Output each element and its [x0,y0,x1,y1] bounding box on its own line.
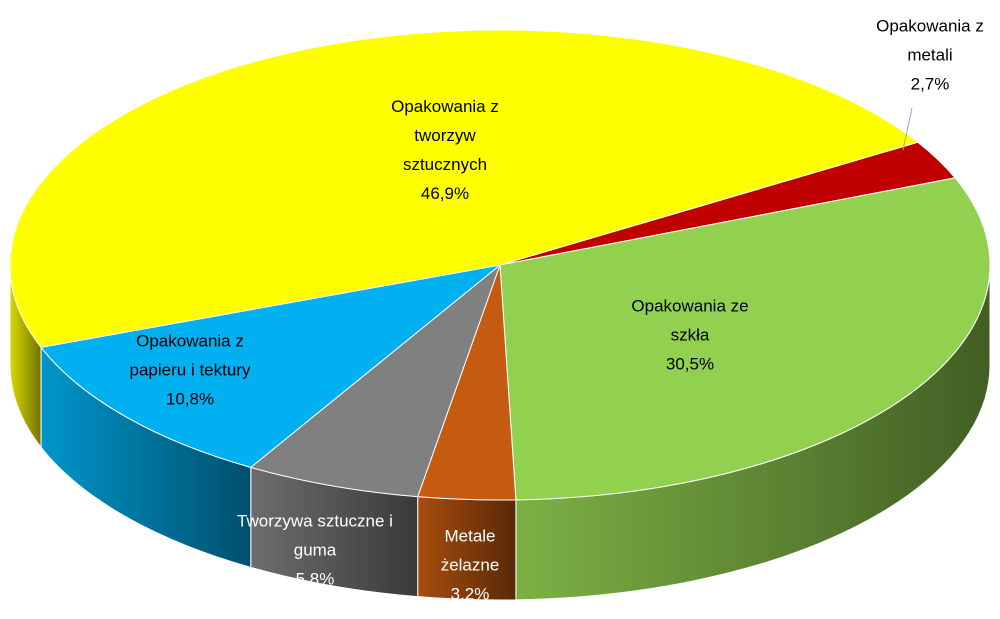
category-label: Opakowania z papieru i tektury [129,331,251,380]
slice [249,263,502,498]
category-label: Opakowania z tworzyw sztucznych [391,97,499,174]
value-label: 10,8% [165,389,215,409]
value-label: 30,5% [665,354,715,374]
leader-line [902,107,913,151]
slice [9,29,919,348]
data-label: Tworzywa sztuczne i guma 5,8% [230,507,400,594]
slice [499,177,991,501]
data-label: Opakowania z papieru i tektury 10,8% [128,327,253,414]
data-label: Opakowania ze szkła 30,5% [630,292,750,379]
value-label: 46,9% [420,184,470,203]
slice [40,264,501,468]
data-label: Metale żelazne 3,2% [430,522,510,609]
data-label: Opakowania z metali 2,7% [870,12,990,99]
category-label: Tworzywa sztuczne i guma [237,511,393,560]
category-label: Opakowania ze szkła [631,296,749,345]
value-label: 3,2% [450,584,490,604]
value-label: 2,7% [910,74,950,94]
category-label: Opakowania z metali [876,16,984,65]
category-label: Metale żelazne [440,526,500,575]
value-label: 5,8% [295,569,335,589]
data-label: Opakowania z tworzyw sztucznych 46,9% [380,92,510,208]
